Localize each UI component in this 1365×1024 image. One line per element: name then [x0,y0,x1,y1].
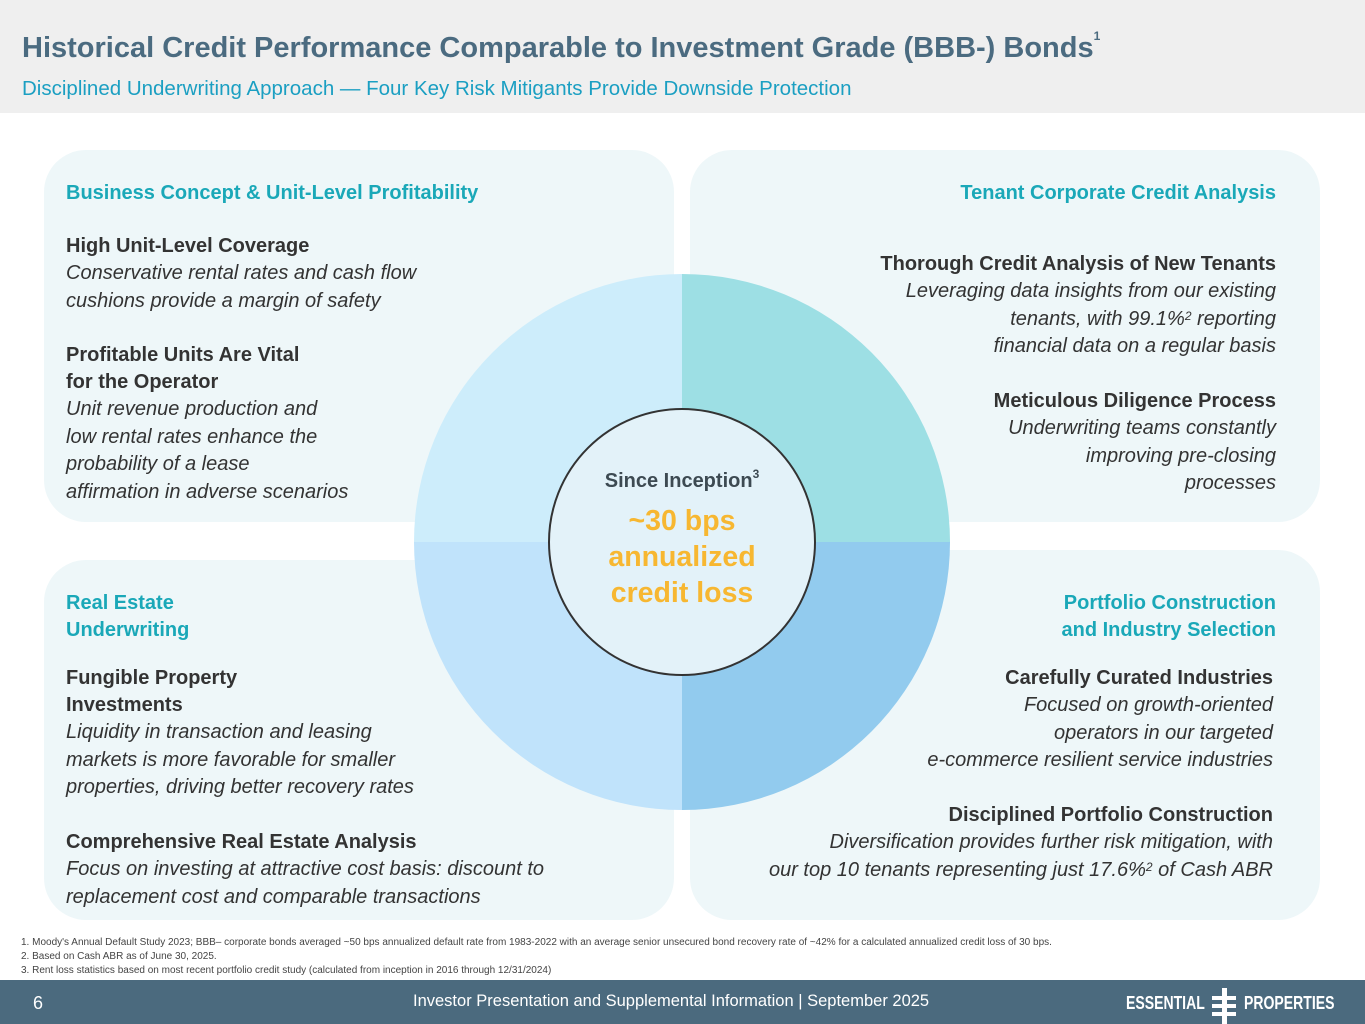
page-subtitle: Disciplined Underwriting Approach — Four… [22,77,852,100]
item-text: Liquidity in transaction and leasing [66,721,372,743]
item-text: Focus on investing at attractive cost ba… [66,858,545,880]
item-text: improving pre-closing [1085,444,1276,467]
item-title: Meticulous Diligence Process [993,390,1276,412]
item-profitable-units: Profitable Units Are Vital for the Opera… [66,342,348,506]
footnote-3: 3. Rent loss statistics based on most re… [21,965,552,976]
item-text: operators in our targeted [1053,721,1273,744]
item-text: Focused on growth-oriented [1023,694,1273,716]
page-title: Historical Credit Performance Comparable… [22,29,1101,64]
item-title: Profitable Units Are Vital [66,344,300,366]
item-text: financial data on a regular basis [993,335,1276,357]
item-title: Comprehensive Real Estate Analysis [66,831,417,853]
item-text: our top 10 tenants representing just 17.… [768,858,1273,881]
item-diligence: Meticulous Diligence Process Underwritin… [994,388,1276,498]
heading-tenant-credit: Tenant Corporate Credit Analysis [960,182,1276,204]
item-high-unit-coverage: High Unit-Level Coverage Conservative re… [66,233,416,315]
item-text: processes [1184,472,1276,494]
item-text: properties, driving better recovery rate… [66,776,414,798]
heading-real-estate: Real Estate Underwriting [66,592,190,641]
item-title: for the Operator [66,371,219,393]
footer-text: Investor Presentation and Supplemental I… [413,992,930,1010]
item-fungible-property: Fungible Property Investments Liquidity … [66,665,414,802]
item-title: Disciplined Portfolio Construction [948,804,1273,826]
item-text: Underwriting teams constantly [1008,417,1276,439]
item-title: Investments [66,694,183,716]
company-logo: ESSENTIAL PROPERTIES [1126,988,1346,1024]
item-text: tenants, with 99.1%2 reporting [1010,307,1276,330]
item-curated-industries: Carefully Curated Industries Focused on … [927,665,1273,775]
item-text: Unit revenue production and [66,398,318,420]
item-text: probability of a lease [66,453,250,475]
item-comprehensive-analysis: Comprehensive Real Estate Analysis Focus… [66,829,544,911]
header-bar: Historical Credit Performance Comparable… [0,0,1365,113]
page-number: 6 [33,993,44,1013]
item-credit-analysis: Thorough Credit Analysis of New Tenants … [880,251,1276,361]
item-title: Carefully Curated Industries [1005,667,1273,689]
item-text: e-commerce resilient service industries [927,749,1273,771]
center-credit-loss-circle: Since Inception3 ~30 bps annualized credit… [548,408,816,676]
heading-business-concept: Business Concept & Unit-Level Profitabil… [66,182,479,204]
item-text: cushions provide a margin of safety [66,289,381,312]
heading-portfolio-construction: Portfolio Construction and Industry Selec… [1061,592,1276,641]
item-portfolio-construction: Disciplined Portfolio Construction Diver… [769,802,1273,884]
item-title: Thorough Credit Analysis of New Tenants [880,253,1276,275]
item-text: replacement cost and comparable transact… [66,885,481,908]
footer-bar: 6 Investor Presentation and Supplemental… [0,980,1365,1024]
footnote-1: 1. Moody's Annual Default Study 2023; BB… [21,937,1052,948]
item-text: affirmation in adverse scenarios [66,480,349,503]
footnote-2: 2. Based on Cash ABR as of June 30, 2025… [21,951,217,962]
logo-mark-icon [1212,988,1236,1024]
item-text: Leveraging data insights from our existi… [905,280,1276,302]
item-text: low rental rates enhance the [66,425,318,448]
item-text: markets is more favorable for smaller [66,748,395,771]
center-title: Since Inception3 [604,467,760,492]
center-value: ~30 bps annualized credit loss [608,505,756,609]
item-title: Fungible Property [66,667,238,689]
item-text: Diversification provides further risk mi… [829,831,1274,853]
item-text: Conservative rental rates and cash flow [66,262,417,284]
item-title: High Unit-Level Coverage [66,235,310,257]
